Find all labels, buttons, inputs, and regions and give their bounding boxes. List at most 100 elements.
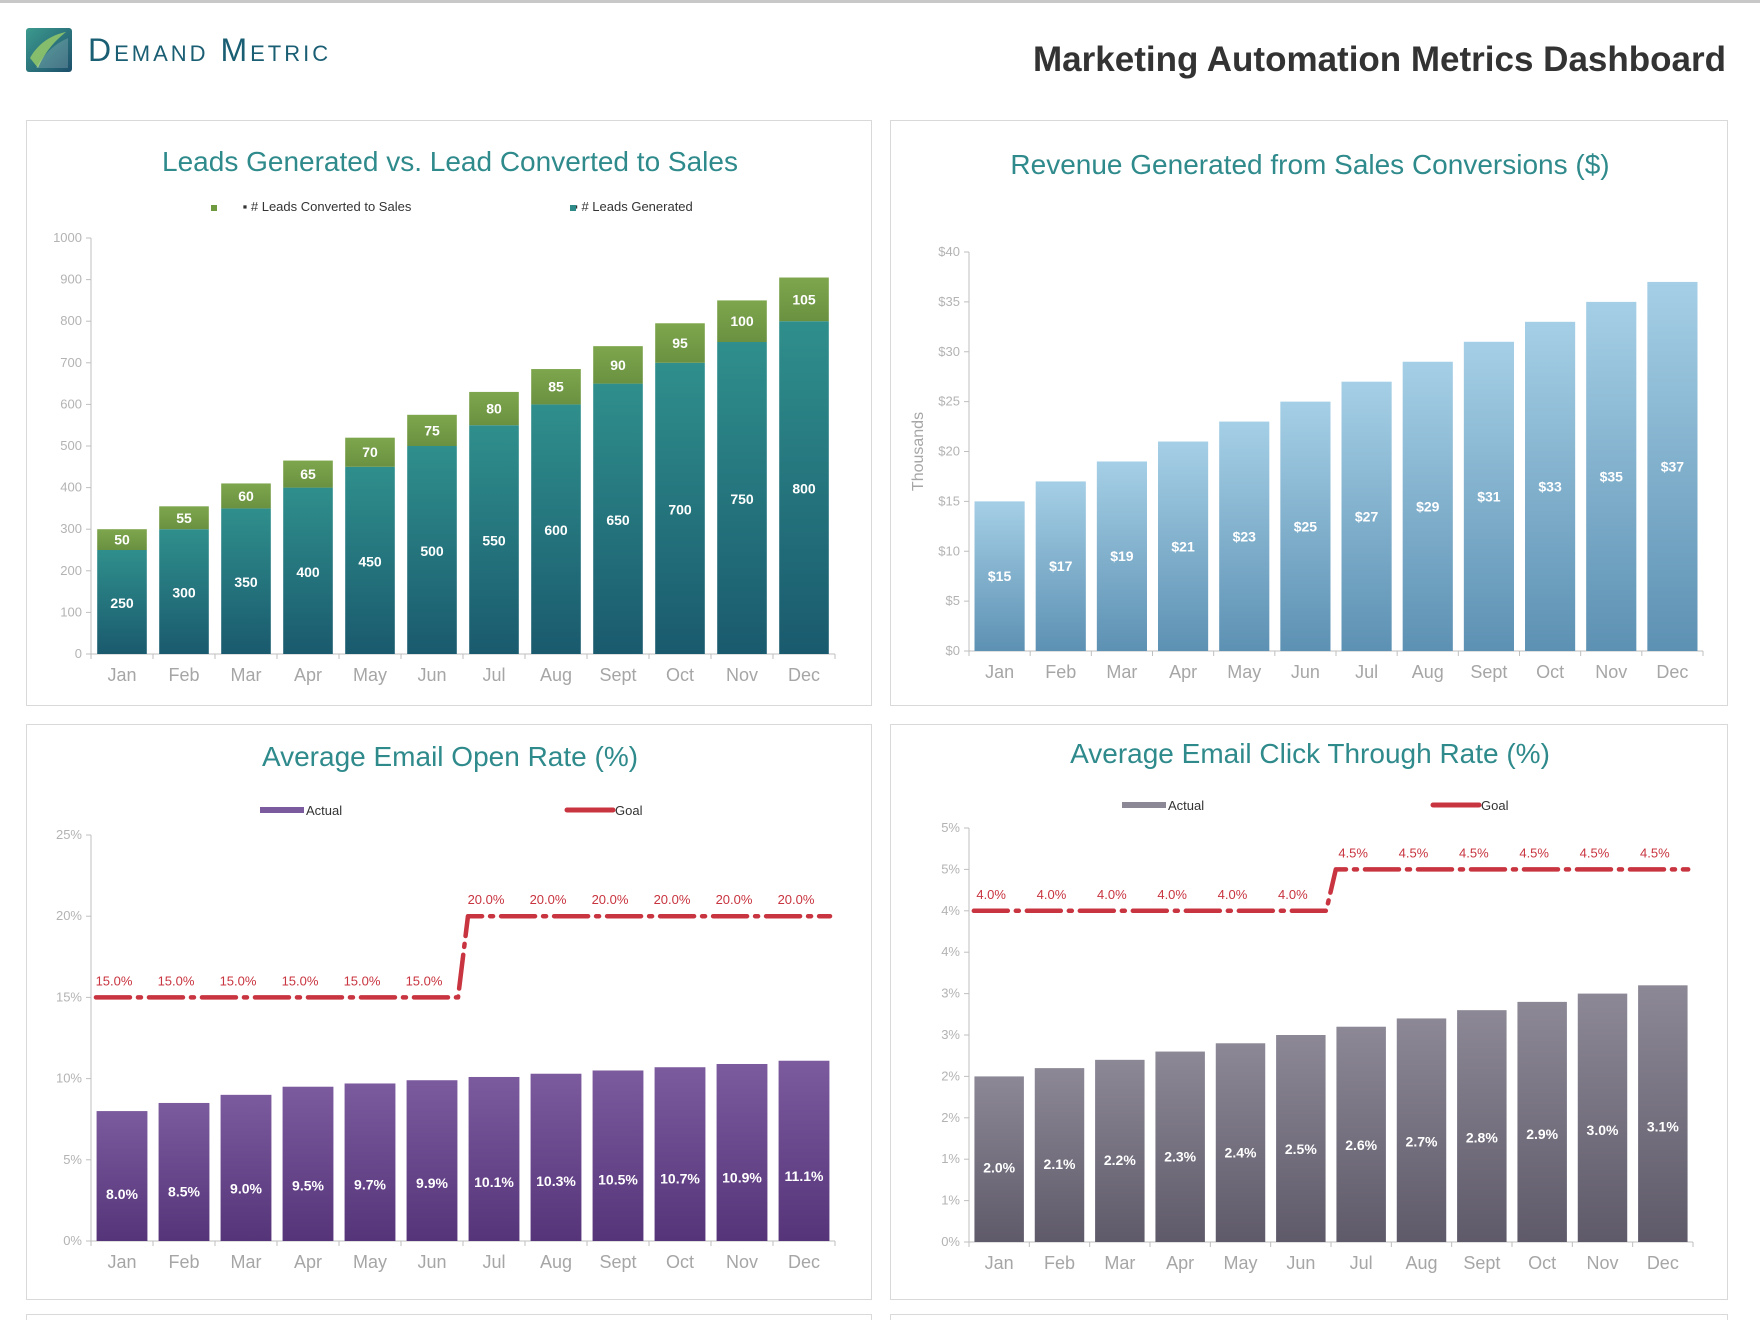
y-tick-label: $20: [938, 444, 960, 459]
data-label-goal: 15.0%: [220, 973, 257, 988]
y-tick-label: 20%: [56, 908, 82, 923]
x-tick-label: Oct: [666, 1252, 694, 1272]
data-label-converted: 100: [730, 313, 754, 329]
y-tick-label: 600: [60, 396, 82, 411]
data-label-generated: 650: [606, 512, 630, 528]
x-tick-label: Jul: [482, 665, 505, 685]
data-label-actual: 8.0%: [106, 1186, 138, 1202]
data-label-revenue: $15: [988, 568, 1012, 584]
y-tick-label: 25%: [56, 827, 82, 842]
y-tick-label: 15%: [56, 989, 82, 1004]
y-tick-label: 3%: [941, 986, 960, 1001]
bar-leads-converted: [593, 346, 643, 384]
data-label-converted: 80: [486, 401, 502, 417]
bar-actual: [1638, 985, 1688, 1242]
data-label-generated: 350: [234, 574, 258, 590]
data-label-actual: 2.9%: [1526, 1126, 1558, 1142]
bar-actual: [468, 1076, 520, 1241]
chart-title: Revenue Generated from Sales Conversions…: [1010, 149, 1609, 180]
bar-actual: [96, 1111, 148, 1241]
data-label-generated: 550: [482, 533, 506, 549]
data-label-revenue: $27: [1355, 508, 1379, 524]
bar-leads-generated: [531, 404, 581, 654]
x-tick-label: Sept: [599, 1252, 636, 1272]
bar-actual: [1517, 1001, 1567, 1242]
data-label-revenue: $31: [1477, 488, 1501, 504]
x-tick-label: Sept: [1463, 1253, 1500, 1273]
data-label-goal: 15.0%: [344, 973, 381, 988]
data-label-goal: 15.0%: [158, 973, 195, 988]
data-label-goal: 4.0%: [1097, 887, 1127, 902]
bar-leads-generated: [345, 466, 395, 654]
y-tick-label: $15: [938, 493, 960, 508]
bar-leads-converted: [345, 437, 395, 467]
data-label-goal: 4.5%: [1519, 845, 1549, 860]
logo-icon: [26, 28, 72, 72]
next-panel-edge: [26, 1314, 872, 1320]
x-tick-label: Dec: [1647, 1253, 1679, 1273]
data-label-actual: 9.5%: [292, 1177, 324, 1193]
data-label-goal: 15.0%: [406, 973, 443, 988]
bar-leads-generated: [717, 342, 767, 654]
y-tick-label: 5%: [941, 861, 960, 876]
bar-revenue: [1586, 301, 1637, 651]
goal-line: [93, 913, 833, 1000]
x-tick-label: Aug: [1405, 1253, 1437, 1273]
data-label-goal: 4.0%: [976, 887, 1006, 902]
chart-panel-open-rate: Actual Goal Average Email Open Rate (%) 0% 5…: [26, 724, 872, 1300]
bar-leads-converted: [531, 369, 581, 405]
bar-revenue: [1035, 481, 1086, 651]
bar-leads-generated: [469, 425, 519, 654]
data-label-goal: 4.0%: [1278, 887, 1308, 902]
x-tick-label: Oct: [1528, 1253, 1556, 1273]
data-label-converted: 105: [792, 291, 816, 307]
legend-swatch-actual: [260, 807, 304, 813]
data-label-converted: 90: [610, 357, 626, 373]
x-tick-label: Jun: [417, 1252, 446, 1272]
x-tick-label: Jul: [482, 1252, 505, 1272]
data-label-actual: 2.0%: [983, 1159, 1015, 1175]
bar-leads-converted: [717, 300, 767, 342]
brand-name: Demand Metric: [88, 31, 332, 68]
bar-revenue: [1402, 361, 1453, 651]
y-tick-label: $25: [938, 394, 960, 409]
bar-leads-converted: [655, 323, 705, 363]
bar-leads-generated: [407, 446, 457, 654]
data-label-generated: 800: [792, 481, 816, 497]
x-tick-label: Apr: [1166, 1253, 1194, 1273]
data-label-goal: 20.0%: [468, 892, 505, 907]
data-label-goal: 15.0%: [96, 973, 133, 988]
bar-actual: [592, 1070, 644, 1241]
chart-panel-leads: ▪ # Leads Converted to Sales ▪ # Leads Ge…: [26, 120, 872, 706]
x-tick-label: Jul: [1350, 1253, 1373, 1273]
data-label-revenue: $19: [1110, 548, 1134, 564]
y-tick-label: 1%: [941, 1151, 960, 1166]
x-tick-label: Feb: [168, 665, 199, 685]
data-label-revenue: $33: [1538, 478, 1562, 494]
data-label-actual: 11.1%: [785, 1168, 824, 1184]
data-label-goal: 20.0%: [592, 892, 629, 907]
y-tick-label: $10: [938, 543, 960, 558]
bar-leads-converted: [407, 414, 457, 446]
legend-swatch-actual: [1122, 802, 1166, 808]
legend-label-goal: Goal: [615, 803, 643, 818]
data-label-actual: 9.9%: [416, 1175, 448, 1191]
chart-title: Average Email Open Rate (%): [262, 741, 638, 772]
x-tick-label: Mar: [1106, 662, 1137, 682]
x-tick-label: Feb: [1045, 662, 1076, 682]
x-tick-label: Mar: [231, 665, 262, 685]
data-label-actual: 8.5%: [168, 1183, 200, 1199]
x-tick-label: Apr: [1169, 662, 1197, 682]
data-label-goal: 20.0%: [778, 892, 815, 907]
bar-revenue: [1219, 421, 1270, 651]
y-tick-label: $35: [938, 294, 960, 309]
bar-actual: [220, 1094, 272, 1241]
data-label-actual: 2.5%: [1285, 1141, 1317, 1157]
bar-leads-converted: [221, 483, 271, 509]
bar-leads-converted: [779, 277, 829, 322]
bar-actual: [716, 1063, 768, 1241]
bar-leads-generated: [97, 550, 147, 654]
x-tick-label: Jun: [1286, 1253, 1315, 1273]
bar-actual: [1095, 1059, 1145, 1242]
data-label-revenue: $21: [1171, 538, 1195, 554]
